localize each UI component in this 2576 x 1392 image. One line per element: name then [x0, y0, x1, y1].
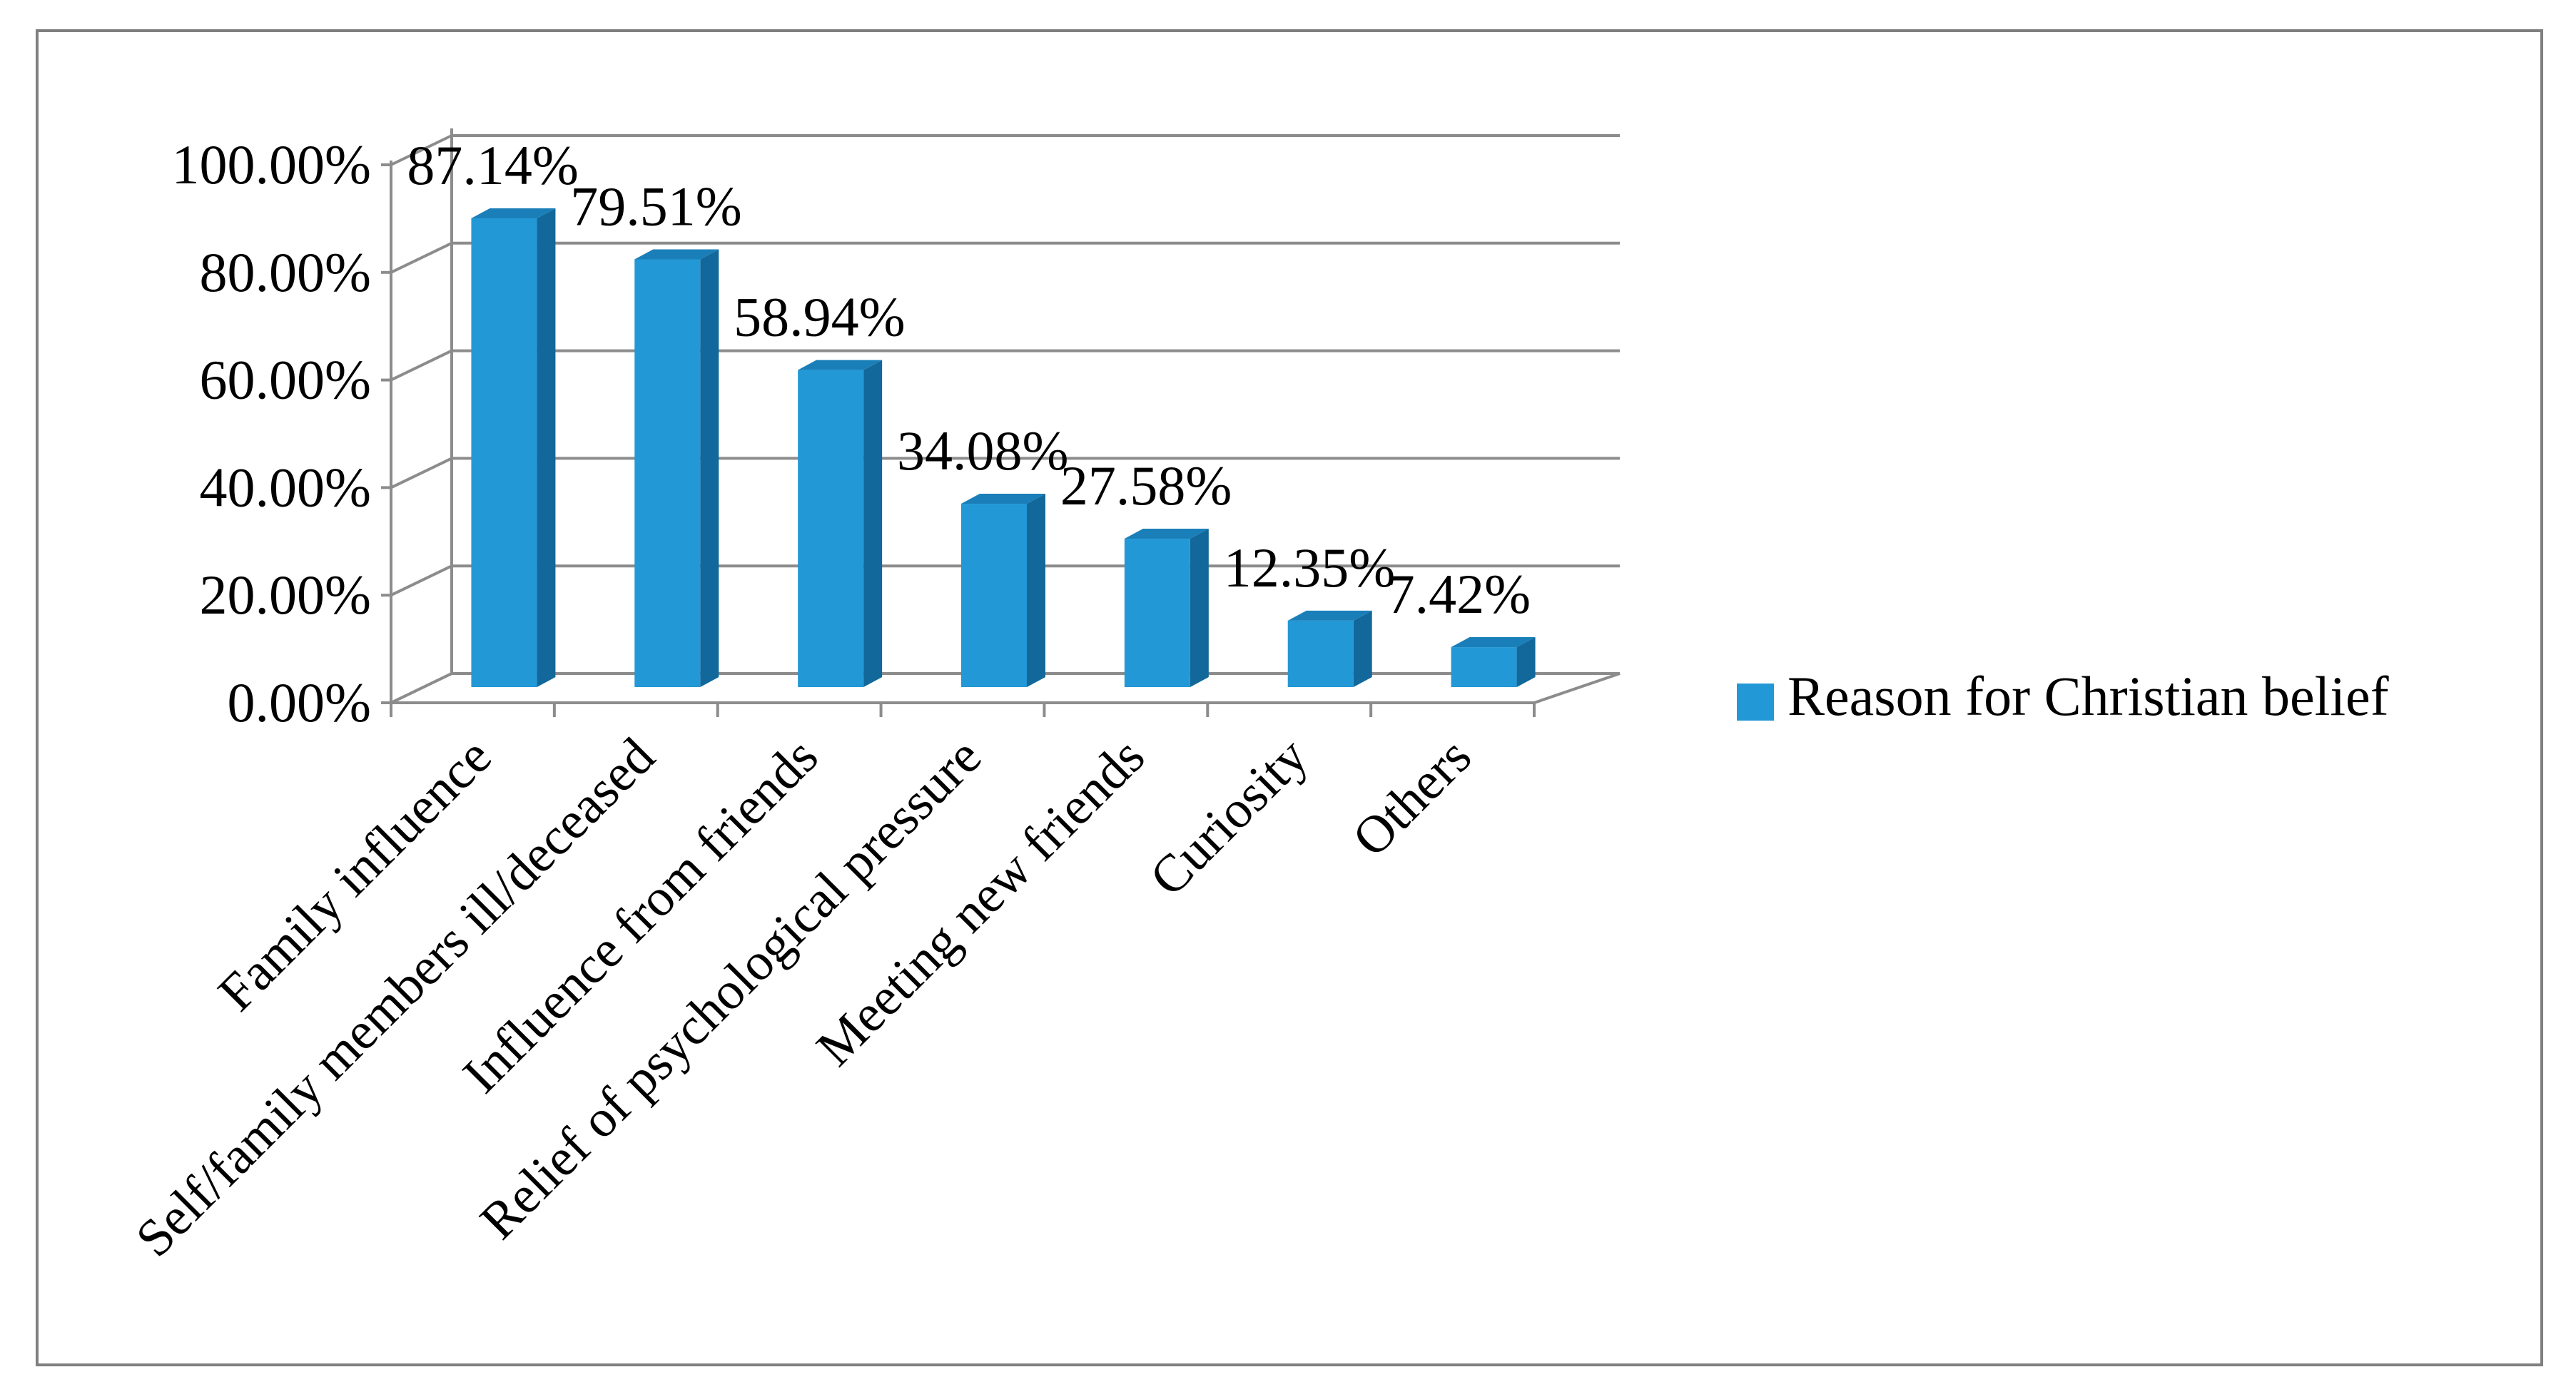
- bar-top-face: [798, 360, 883, 370]
- y-tick-label: 60.00%: [200, 349, 371, 411]
- floor: [390, 672, 1621, 704]
- gridline-side: [390, 564, 452, 597]
- bar: [961, 494, 1045, 687]
- bar: [1287, 610, 1372, 687]
- bar-side-face: [700, 249, 719, 687]
- gridline-side: [390, 241, 452, 274]
- bar: [798, 360, 883, 687]
- bar-top-face: [1451, 637, 1536, 648]
- bar: [1451, 637, 1536, 687]
- y-tick-label: 100.00%: [172, 133, 371, 195]
- bar-front-face: [634, 259, 701, 687]
- bar-front-face: [798, 370, 864, 687]
- bar-front-face: [961, 504, 1027, 687]
- data-label: 12.35%: [1224, 537, 1395, 599]
- gridline-side: [390, 349, 452, 382]
- bar: [471, 208, 556, 688]
- bar-side-face: [1353, 610, 1372, 687]
- data-label: 27.58%: [1060, 454, 1232, 517]
- y-tick-label: 20.00%: [200, 564, 371, 626]
- bar-top-face: [471, 208, 556, 218]
- y-tick-label: 40.00%: [200, 456, 371, 518]
- bar-top-face: [1287, 610, 1372, 621]
- bar: [1124, 529, 1209, 687]
- bar-top-face: [634, 249, 719, 260]
- legend-label: Reason for Christian belief: [1788, 665, 2389, 727]
- y-tick-labels: 0.00% 20.00% 40.00% 60.00% 80.00% 100.00%: [172, 133, 371, 733]
- bar-side-face: [1516, 637, 1536, 687]
- bar-top-face: [1124, 529, 1209, 539]
- data-label: 58.94%: [734, 286, 905, 348]
- bar-front-face: [1124, 539, 1190, 687]
- bar-side-face: [1027, 494, 1045, 687]
- data-label: 87.14%: [407, 134, 578, 196]
- data-label: 7.42%: [1387, 563, 1531, 625]
- data-label: 34.08%: [897, 420, 1068, 482]
- bar-front-face: [1287, 620, 1354, 687]
- legend-swatch: [1737, 684, 1774, 721]
- axes: [381, 161, 1621, 717]
- bar-side-face: [1190, 529, 1209, 687]
- data-labels: 87.14%79.51% 58.94% 34.08%27.58% 12.35%7.42…: [407, 134, 1531, 625]
- bar-front-face: [471, 218, 537, 688]
- data-label: 79.51%: [570, 175, 741, 237]
- y-tick-label: 0.00%: [228, 671, 371, 733]
- bar-side-face: [863, 360, 883, 687]
- chart-border: [36, 29, 2543, 1366]
- y-tick-label: 80.00%: [200, 241, 371, 303]
- bar-side-face: [537, 208, 556, 688]
- bars: [471, 208, 1536, 688]
- bar: [634, 249, 719, 687]
- gridline-side: [390, 134, 452, 166]
- bar-front-face: [1451, 647, 1517, 687]
- legend: Reason for Christian belief: [1737, 665, 2389, 727]
- gridline-side: [390, 457, 452, 489]
- bar-top-face: [961, 494, 1045, 504]
